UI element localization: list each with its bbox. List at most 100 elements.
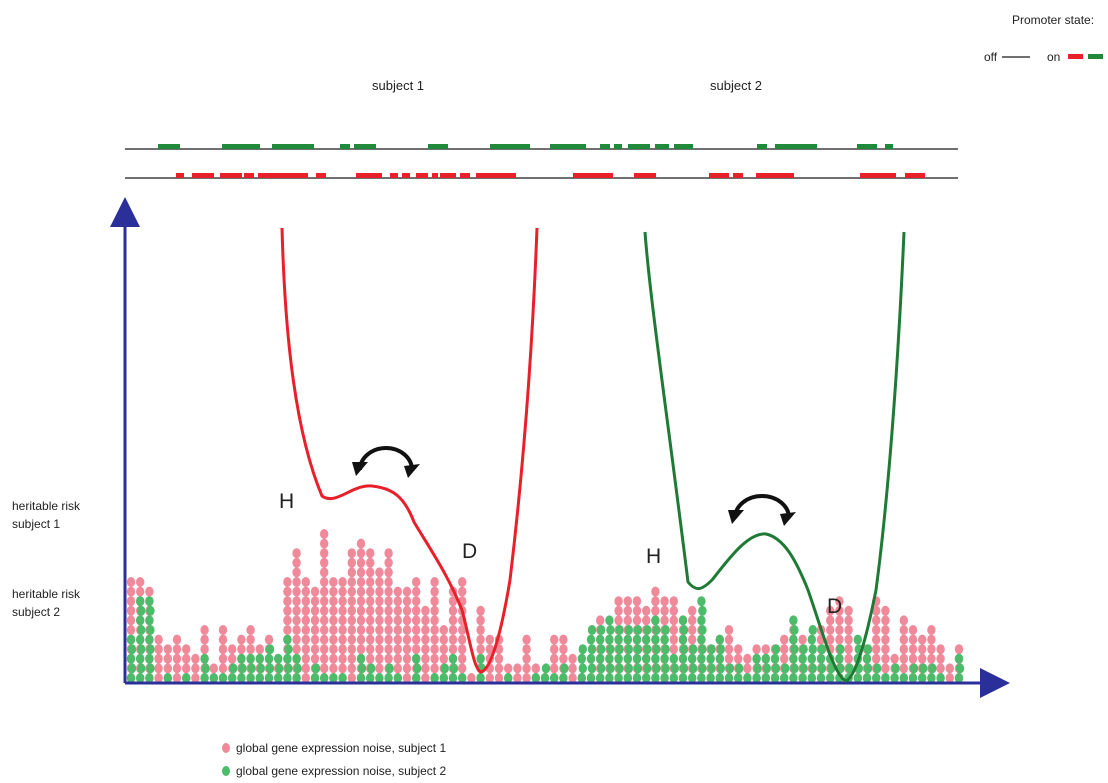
noise-dot-subject1 xyxy=(448,596,458,607)
promoter-on-segment-green xyxy=(158,144,180,149)
noise-dot-subject1 xyxy=(356,644,366,655)
noise-dot-subject2 xyxy=(891,663,900,674)
noise-dot-subject2 xyxy=(661,663,670,674)
noise-dot-subject1 xyxy=(485,634,494,645)
promoter-on-segment-red xyxy=(416,173,428,178)
noise-dot-subject1 xyxy=(908,653,918,664)
noise-dot-subject1 xyxy=(154,634,163,645)
noise-dot-subject1 xyxy=(292,615,301,626)
noise-dot-subject1 xyxy=(310,615,320,626)
noise-dot-subject1 xyxy=(356,625,366,635)
noise-dot-subject1 xyxy=(430,653,439,664)
noise-dot-subject2 xyxy=(311,663,321,674)
noise-dot-subject1 xyxy=(338,577,347,587)
promoter-on-segment-green xyxy=(222,144,260,149)
noise-dot-subject2 xyxy=(597,663,606,674)
noise-dot-subject2 xyxy=(292,653,301,664)
noise-dot-subject2 xyxy=(908,673,918,683)
noise-dot-subject1 xyxy=(375,605,384,616)
noise-dot-subject2 xyxy=(807,634,816,645)
noise-dot-subject1 xyxy=(320,644,329,655)
noise-dot-subject1 xyxy=(458,663,467,674)
noise-dot-subject1 xyxy=(430,634,439,645)
noise-dot-subject1 xyxy=(476,605,485,616)
noise-dot-subject1 xyxy=(651,605,660,616)
noise-dot-subject1 xyxy=(366,615,375,626)
noise-dot-subject1 xyxy=(835,625,844,635)
noise-dot-subject1 xyxy=(945,663,954,674)
noise-dot-subject1 xyxy=(329,663,338,674)
noise-dot-subject2 xyxy=(596,653,605,664)
noise-dot-subject2 xyxy=(136,596,145,607)
noise-dot-subject1 xyxy=(320,634,329,645)
noise-dot-subject2 xyxy=(936,673,945,683)
noise-dot-subject1 xyxy=(881,605,890,616)
noise-dot-subject1 xyxy=(494,673,504,683)
noise-dot-subject1 xyxy=(927,653,936,664)
noise-dot-subject1 xyxy=(402,625,412,635)
noise-dot-subject1 xyxy=(559,644,568,655)
noise-dot-subject1 xyxy=(154,653,163,664)
noise-dot-subject1 xyxy=(402,644,412,655)
noise-dot-subject1 xyxy=(347,615,356,626)
noise-dot-subject1 xyxy=(163,663,172,674)
subject2-label: subject 2 xyxy=(710,78,762,93)
noise-dot-subject2 xyxy=(679,625,689,635)
noise-dot-subject1 xyxy=(172,663,182,674)
noise-dot-subject2 xyxy=(752,673,761,683)
noise-dot-subject1 xyxy=(366,644,375,655)
noise-dot-subject1 xyxy=(366,596,375,607)
noise-dot-subject1 xyxy=(366,586,375,597)
noise-dot-subject1 xyxy=(476,625,485,635)
noise-dot-subject1 xyxy=(126,605,136,616)
noise-dot-subject1 xyxy=(218,663,228,674)
noise-dot-subject1 xyxy=(301,596,310,607)
noise-dot-subject1 xyxy=(301,673,310,683)
noise-dot-subject1 xyxy=(283,625,292,635)
noise-dot-subject2 xyxy=(284,663,293,674)
noise-dot-subject1 xyxy=(292,577,301,587)
noise-dot-subject1 xyxy=(384,653,393,664)
noise-dot-subject2 xyxy=(412,673,421,683)
noise-dot-subject2 xyxy=(697,615,706,626)
noise-dot-subject1 xyxy=(384,548,393,559)
subject1-label: subject 1 xyxy=(372,78,424,93)
noise-dot-subject1 xyxy=(412,586,421,597)
noise-dot-subject2 xyxy=(642,673,651,683)
noise-dot-subject2 xyxy=(816,653,826,664)
noise-dot-subject2 xyxy=(264,673,274,683)
noise-dot-subject2 xyxy=(209,673,218,683)
noise-dot-subject2 xyxy=(623,634,632,645)
noise-dot-subject1 xyxy=(688,634,697,645)
noise-dot-subject1 xyxy=(283,615,292,626)
promoter-on-segment-red xyxy=(432,173,438,178)
noise-dot-subject1 xyxy=(347,625,356,635)
noise-dot-subject2 xyxy=(873,663,882,674)
noise-dot-subject1 xyxy=(347,644,356,655)
promoter-on-segment-red xyxy=(192,173,214,178)
noise-dot-subject1 xyxy=(844,644,853,655)
noise-dot-subject1 xyxy=(412,596,421,607)
noise-dot-subject2 xyxy=(688,673,697,683)
noise-dot-subject1 xyxy=(255,644,264,655)
noise-dot-subject1 xyxy=(366,557,375,568)
noise-dot-subject2 xyxy=(440,663,449,674)
noise-dot-subject2 xyxy=(789,673,798,683)
noise-dot-subject2 xyxy=(476,673,485,683)
noise-dot-subject2 xyxy=(679,663,689,674)
noise-dot-subject2 xyxy=(448,653,458,664)
noise-dot-subject1 xyxy=(936,644,945,655)
promoter-on-segment-green xyxy=(775,144,817,149)
noise-dot-subject1 xyxy=(347,663,356,674)
noise-dot-subject1 xyxy=(439,653,448,664)
noise-dot-subject1 xyxy=(393,653,402,664)
noise-dot-subject2 xyxy=(652,644,661,655)
noise-dot-subject1 xyxy=(485,673,494,683)
noise-dot-subject1 xyxy=(375,663,384,674)
noise-dot-subject1 xyxy=(448,634,458,645)
promoter-on-segment-red xyxy=(402,173,410,178)
heritable-risk1-line2: subject 1 xyxy=(12,517,60,531)
noise-dot-subject2 xyxy=(715,673,724,683)
noise-dot-subject1 xyxy=(301,634,310,645)
noise-dot-subject2 xyxy=(136,615,145,626)
